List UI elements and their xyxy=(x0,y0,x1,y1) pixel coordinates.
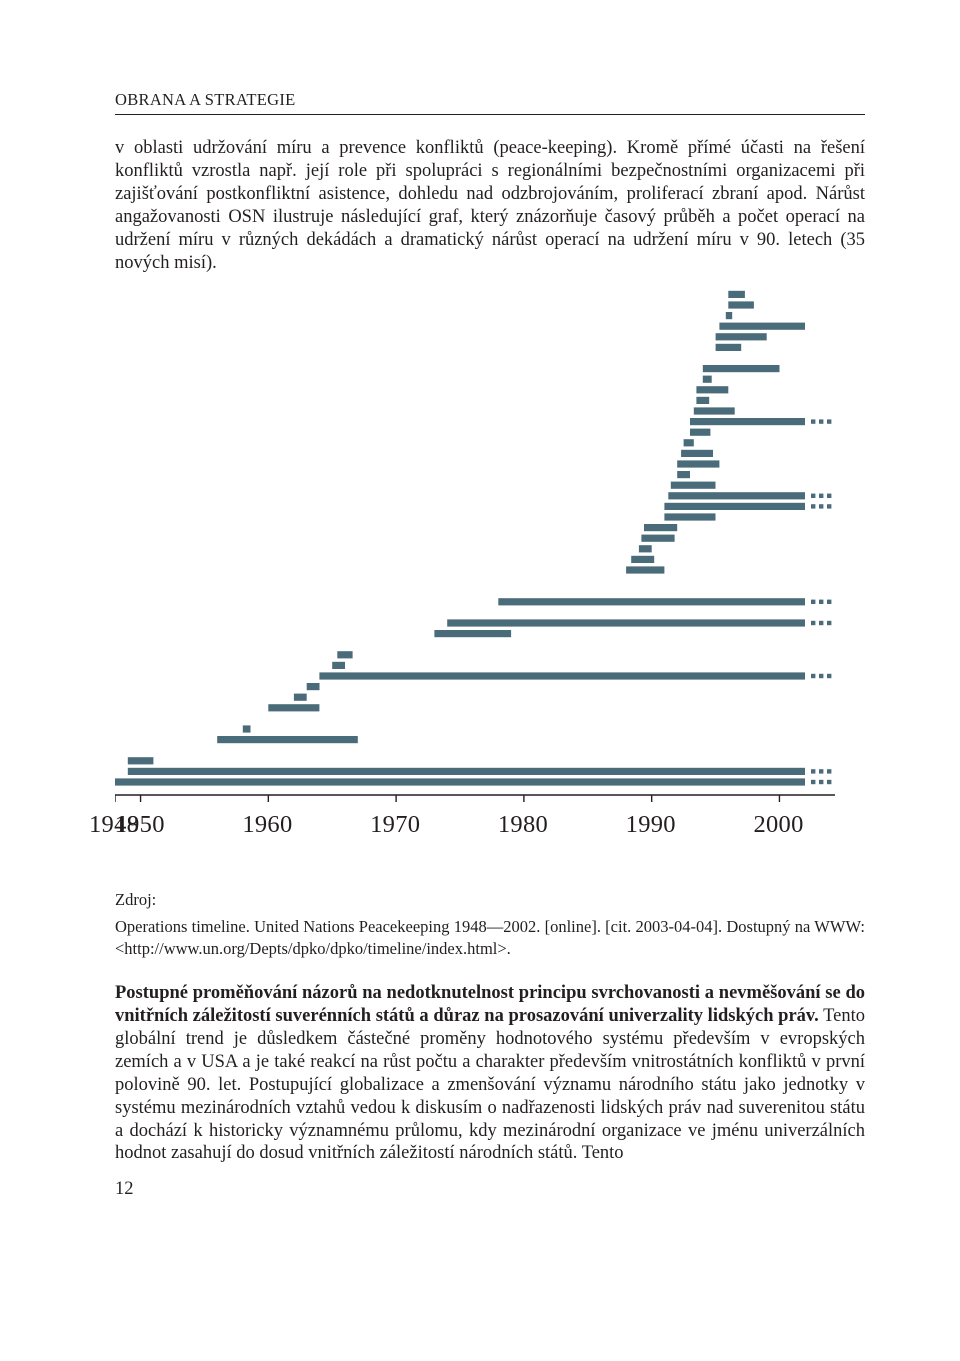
axis-tick-label: 1960 xyxy=(242,811,292,839)
paragraph-2-bold: Postupné proměňování názorů na nedotknut… xyxy=(115,983,865,1026)
figure-source: Zdroj: Operations timeline. United Natio… xyxy=(115,889,865,960)
paragraph-2-rest: Tento globální trend je důsledkem částeč… xyxy=(115,1006,865,1164)
axis-tick-label: 1950 xyxy=(115,811,165,839)
source-label: Zdroj: xyxy=(115,889,865,911)
paragraph-1: v oblasti udržování míru a prevence konf… xyxy=(115,137,865,275)
source-text: Operations timeline. United Nations Peac… xyxy=(115,917,865,958)
timeline-chart: 1948195019601970198019902000 xyxy=(115,289,845,839)
page-number: 12 xyxy=(115,1179,865,1200)
paragraph-2: Postupné proměňování názorů na nedotknut… xyxy=(115,982,865,1166)
axis-tick-label: 1990 xyxy=(626,811,676,839)
axis-tick-label: 1980 xyxy=(498,811,548,839)
running-head: OBRANA A STRATEGIE xyxy=(115,90,865,115)
axis-tick-label: 2000 xyxy=(753,811,803,839)
axis-tick-label: 1970 xyxy=(370,811,420,839)
x-axis-labels: 1948195019601970198019902000 xyxy=(115,811,845,839)
